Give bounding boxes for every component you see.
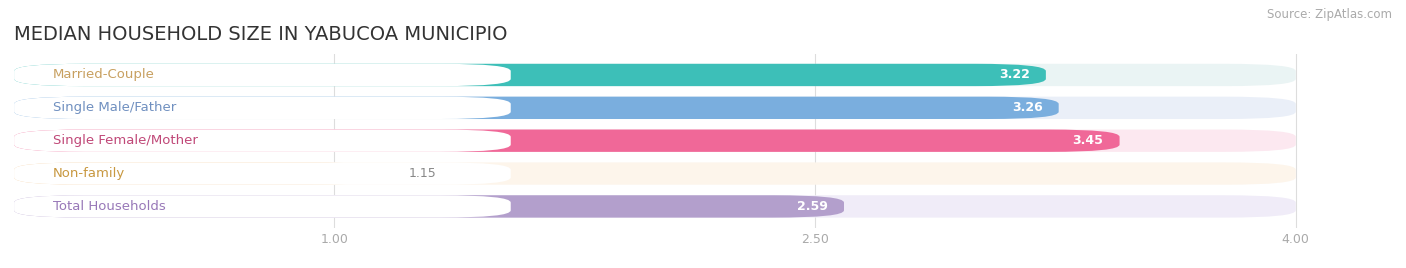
FancyBboxPatch shape [14, 195, 510, 218]
FancyBboxPatch shape [14, 64, 1296, 86]
FancyBboxPatch shape [14, 162, 510, 185]
Text: MEDIAN HOUSEHOLD SIZE IN YABUCOA MUNICIPIO: MEDIAN HOUSEHOLD SIZE IN YABUCOA MUNICIP… [14, 25, 508, 44]
Text: Non-family: Non-family [52, 167, 125, 180]
Text: Single Male/Father: Single Male/Father [52, 101, 176, 114]
Text: 3.45: 3.45 [1073, 134, 1104, 147]
Text: 3.26: 3.26 [1012, 101, 1043, 114]
FancyBboxPatch shape [14, 97, 510, 119]
FancyBboxPatch shape [14, 64, 1046, 86]
FancyBboxPatch shape [14, 195, 1296, 218]
FancyBboxPatch shape [14, 129, 1296, 152]
Text: Single Female/Mother: Single Female/Mother [52, 134, 197, 147]
FancyBboxPatch shape [14, 97, 1059, 119]
Text: 3.22: 3.22 [1000, 68, 1029, 81]
Text: Source: ZipAtlas.com: Source: ZipAtlas.com [1267, 8, 1392, 21]
FancyBboxPatch shape [14, 129, 1119, 152]
Text: Total Households: Total Households [52, 200, 166, 213]
FancyBboxPatch shape [14, 64, 510, 86]
FancyBboxPatch shape [14, 162, 1296, 185]
FancyBboxPatch shape [14, 129, 510, 152]
Text: 1.15: 1.15 [408, 167, 436, 180]
FancyBboxPatch shape [14, 162, 382, 185]
Text: 2.59: 2.59 [797, 200, 828, 213]
Text: Married-Couple: Married-Couple [52, 68, 155, 81]
FancyBboxPatch shape [14, 195, 844, 218]
FancyBboxPatch shape [14, 97, 1296, 119]
